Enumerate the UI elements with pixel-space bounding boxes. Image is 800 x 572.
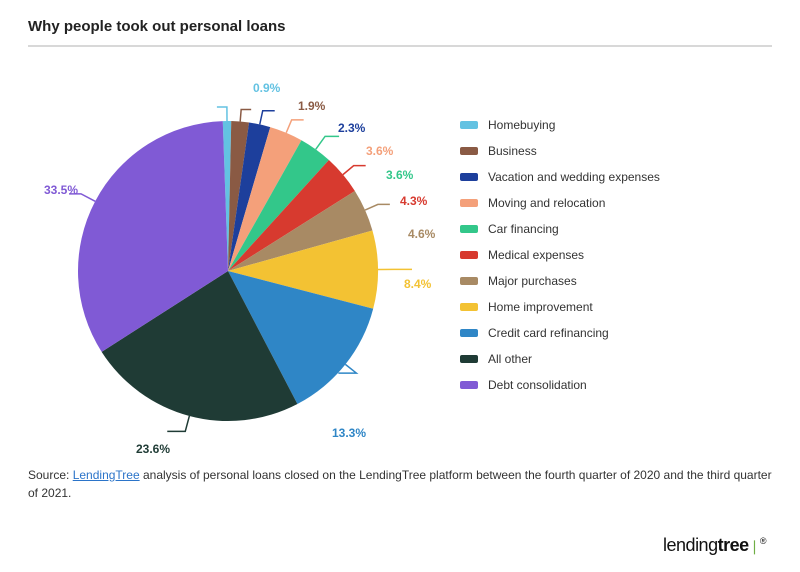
legend-swatch [460, 329, 478, 337]
legend-label: All other [488, 352, 532, 366]
legend-swatch [460, 147, 478, 155]
legend: Homebuying Business Vacation and wedding e… [460, 118, 660, 404]
pie-label: 33.5% [44, 183, 78, 197]
source-prefix: Source: [28, 468, 73, 482]
legend-swatch [460, 225, 478, 233]
legend-label: Debt consolidation [488, 378, 587, 392]
legend-item: All other [460, 352, 660, 366]
source-link[interactable]: LendingTree [73, 468, 140, 482]
legend-swatch [460, 121, 478, 129]
pie-tick [260, 111, 275, 125]
pie-label: 23.6% [136, 442, 170, 456]
legend-item: Moving and relocation [460, 196, 660, 210]
pie-label: 2.3% [338, 121, 365, 135]
legend-item: Vacation and wedding expenses [460, 170, 660, 184]
legend-swatch [460, 173, 478, 181]
legend-label: Medical expenses [488, 248, 584, 262]
legend-swatch [460, 199, 478, 207]
legend-swatch [460, 381, 478, 389]
pie-tick [217, 107, 227, 121]
leaf-icon: ❘ [749, 538, 760, 554]
legend-swatch [460, 355, 478, 363]
registered-icon: ® [760, 536, 766, 546]
pie-tick [365, 204, 390, 210]
legend-label: Credit card refinancing [488, 326, 609, 340]
pie-tick [240, 110, 251, 122]
legend-swatch [460, 303, 478, 311]
chart-row: 0.9%1.9%2.3%3.6%3.6%4.3%4.6%8.4%13.3%23.… [28, 71, 772, 441]
pie-label: 4.3% [400, 194, 427, 208]
pie-label: 4.6% [408, 227, 435, 241]
pie-label: 3.6% [386, 168, 413, 182]
legend-item: Medical expenses [460, 248, 660, 262]
legend-label: Home improvement [488, 300, 593, 314]
legend-item: Business [460, 144, 660, 158]
chart-title: Why people took out personal loans [28, 18, 772, 47]
legend-label: Business [488, 144, 537, 158]
legend-label: Vacation and wedding expenses [488, 170, 660, 184]
legend-label: Moving and relocation [488, 196, 605, 210]
legend-label: Homebuying [488, 118, 555, 132]
legend-item: Car financing [460, 222, 660, 236]
legend-label: Car financing [488, 222, 559, 236]
pie-tick [286, 120, 303, 133]
legend-swatch [460, 277, 478, 285]
pie-tick [343, 166, 366, 175]
legend-item: Homebuying [460, 118, 660, 132]
lendingtree-logo: lendingtree❘® [663, 535, 766, 556]
pie-chart: 0.9%1.9%2.3%3.6%3.6%4.3%4.6%8.4%13.3%23.… [28, 71, 448, 441]
legend-label: Major purchases [488, 274, 577, 288]
pie-label: 0.9% [253, 81, 280, 95]
pie-tick [316, 136, 339, 149]
pie-label: 13.3% [332, 426, 366, 440]
source-note: Source: LendingTree analysis of personal… [28, 466, 772, 502]
pie-label: 8.4% [404, 277, 431, 291]
legend-item: Home improvement [460, 300, 660, 314]
pie-label: 3.6% [366, 144, 393, 158]
legend-item: Debt consolidation [460, 378, 660, 392]
legend-swatch [460, 251, 478, 259]
pie-tick [167, 416, 189, 431]
legend-item: Credit card refinancing [460, 326, 660, 340]
legend-item: Major purchases [460, 274, 660, 288]
source-suffix: analysis of personal loans closed on the… [28, 468, 772, 500]
logo-part1: lending [663, 535, 718, 555]
pie-label: 1.9% [298, 99, 325, 113]
logo-part2: tree [718, 535, 749, 555]
